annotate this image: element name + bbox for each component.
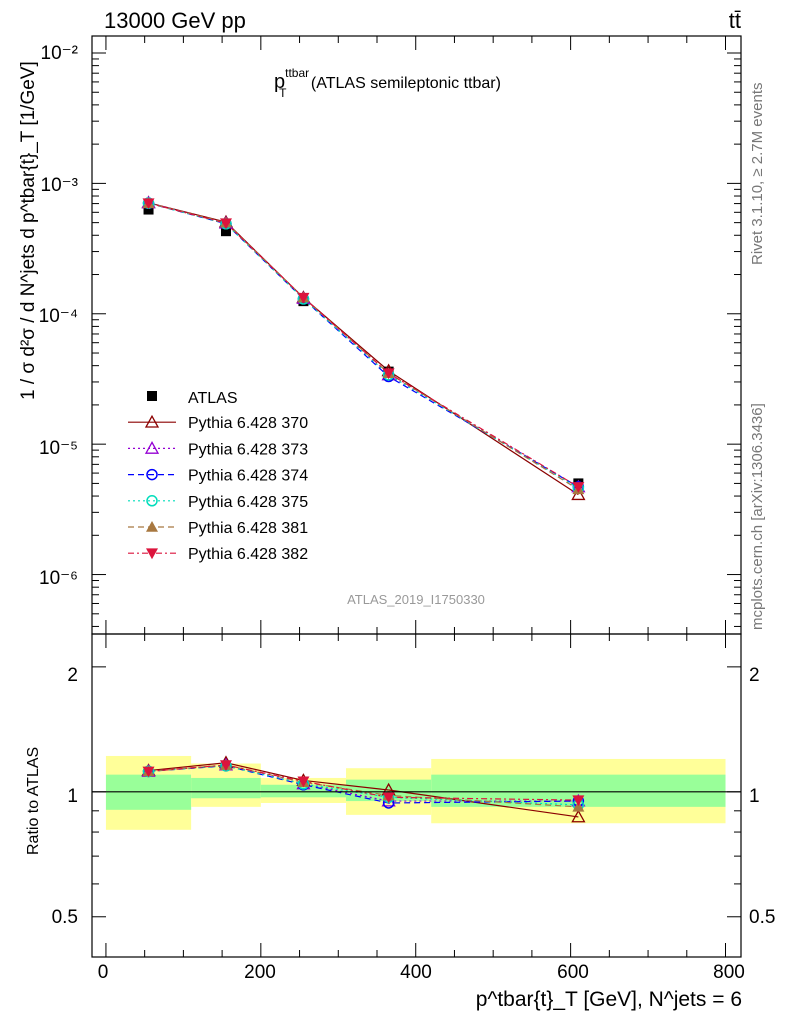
main-title: pttbar T (ATLAS semileptonic ttbar)	[274, 66, 501, 100]
title-sup: ttbar	[285, 66, 309, 80]
legend-marker	[147, 391, 157, 401]
ratio-point	[572, 800, 585, 812]
ratio-point	[571, 809, 586, 823]
xtick-label: 200	[244, 962, 276, 983]
series-point	[297, 292, 310, 304]
legend-marker	[144, 414, 160, 428]
legend-marker	[144, 441, 160, 454]
ratio-ytick-label: 1	[67, 786, 78, 807]
ratio-series-points	[141, 755, 586, 823]
main-ytick-label: 10⁻³	[41, 175, 79, 196]
main-ytick-label: 10⁻⁴	[39, 306, 78, 327]
series-line	[148, 202, 579, 489]
legend-label: Pythia 6.428 382	[188, 546, 308, 563]
legend-label: Pythia 6.428 374	[188, 468, 308, 485]
xtick-label: 800	[713, 962, 745, 983]
ratio-point	[297, 776, 310, 788]
ratio-point	[382, 792, 395, 804]
series-line	[148, 202, 579, 490]
series-point	[382, 368, 395, 380]
main-ylabel: 1 / σ d²σ / d N^jets d p^tbar{t}_T [1/Ge…	[18, 61, 39, 400]
series-point	[572, 482, 585, 493]
analysis-id: ATLAS_2019_I1750330	[347, 592, 485, 607]
main-ytick-label: 10⁻⁶	[39, 568, 78, 589]
ratio-band-green	[260, 784, 347, 798]
legend-label: Pythia 6.428 375	[188, 494, 308, 511]
legend-label: Pythia 6.428 381	[188, 520, 308, 537]
series-line	[148, 202, 579, 488]
series-point	[219, 218, 232, 230]
atlas-data-point	[143, 204, 154, 215]
legend-marker	[146, 521, 158, 532]
ratio-point	[572, 795, 585, 807]
title-sub: T	[279, 86, 287, 100]
ratio-plot-frame	[91, 633, 742, 958]
legend-label: Pythia 6.428 373	[188, 441, 308, 458]
legend-marker	[146, 548, 158, 560]
xaxis-label: p^tbar{t}_T [GeV], N^jets = 6	[476, 988, 742, 1011]
ratio-ytick-label: 2	[67, 665, 78, 686]
process-label: tt̄	[729, 8, 741, 33]
series-point	[142, 198, 155, 210]
xtick-label: 0	[98, 962, 109, 983]
title-rest: (ATLAS semileptonic ttbar)	[306, 75, 500, 92]
mcplots-label: mcplots.cern.ch [arXiv:1306.3436]	[749, 403, 766, 630]
main-plot-frame	[91, 35, 742, 635]
title-p: p	[274, 71, 285, 93]
main-ytick-label: 10⁻²	[41, 43, 79, 64]
ratio-ytick-label-right: 0.5	[749, 907, 775, 928]
energy-label: 13000 GeV pp	[104, 8, 246, 33]
legend-label: ATLAS	[188, 390, 238, 407]
ratio-ytick-label-right: 1	[749, 786, 760, 807]
ratio-point	[219, 760, 232, 772]
ratio-band-green	[191, 777, 261, 799]
legend: ATLAS Pythia 6.428 370 Pythia 6.428 373 Pyt…	[128, 390, 308, 563]
xtick-label: 600	[557, 962, 589, 983]
xtick-label: 400	[400, 962, 432, 983]
main-ytick-label: 10⁻⁵	[39, 438, 78, 459]
main-series-points	[141, 195, 586, 501]
ratio-ytick-label: 0.5	[52, 907, 78, 928]
legend-marker	[146, 495, 158, 507]
ratio-ylabel: Ratio to ATLAS	[25, 747, 42, 855]
legend-label: Pythia 6.428 370	[188, 415, 308, 432]
ratio-point	[142, 766, 155, 778]
atlas-data-point	[220, 226, 231, 237]
rivet-label: Rivet 3.1.10, ≥ 2.7M events	[749, 83, 766, 266]
ratio-ytick-label-right: 2	[749, 665, 760, 686]
axes	[91, 35, 742, 958]
legend-marker	[146, 468, 158, 481]
